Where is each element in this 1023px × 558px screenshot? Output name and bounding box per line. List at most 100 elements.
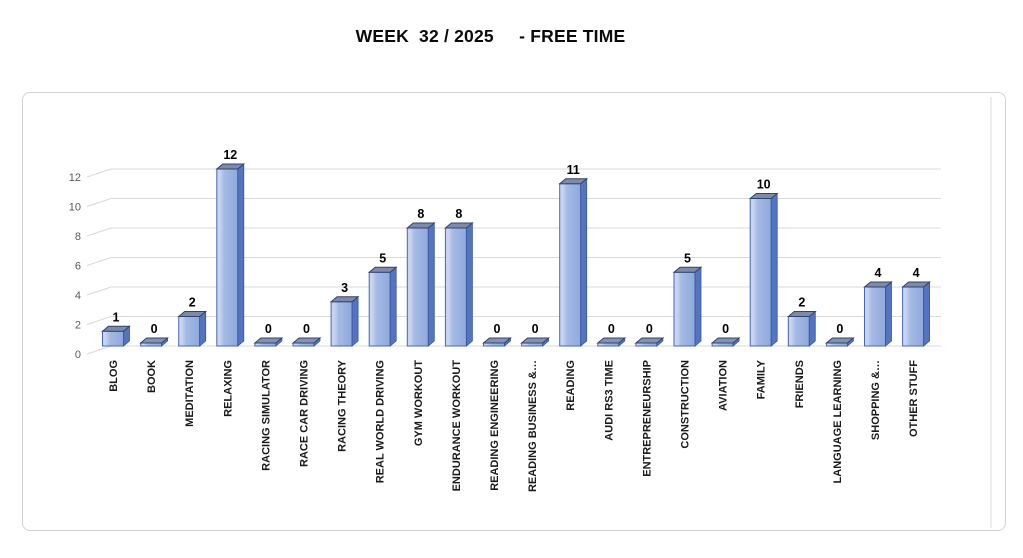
bar-front: [902, 286, 925, 347]
bars-group: 1 BLOG 0 BOOK 2 MEDITATION 12 RELAXING 0 RACING S…: [101, 148, 931, 492]
bar-top: [101, 325, 131, 332]
gridline-stub: [86, 345, 112, 355]
category-label: RELAXING: [222, 360, 234, 417]
bar-front: [368, 271, 391, 347]
category-label: FAMILY: [756, 359, 768, 399]
bar-front: [559, 183, 582, 347]
category-label: RACING SIMULATOR: [260, 360, 272, 471]
bar-front: [102, 330, 124, 347]
bar-top: [520, 337, 550, 344]
bar-top: [634, 337, 665, 344]
bar-front: [178, 316, 201, 347]
category-label: BLOG: [108, 360, 120, 392]
bar-top: [672, 266, 703, 273]
gridline-stub: [86, 168, 112, 178]
y-tick-label: 6: [75, 261, 81, 273]
category-label: ENTREPRENEURSHIP: [641, 360, 653, 477]
bar-side: [808, 310, 816, 347]
bar-top: [215, 163, 246, 170]
bar-top: [139, 337, 169, 344]
bar-top: [901, 281, 931, 288]
bar-side: [770, 192, 778, 347]
category-label: RACE CAR DRIVING: [299, 360, 311, 467]
bar-top: [710, 337, 741, 344]
bar-side: [885, 281, 892, 347]
y-tick-label: 0: [75, 349, 81, 361]
bar-value-label: 11: [567, 163, 580, 177]
bar-front: [330, 301, 353, 347]
category-label: MEDITATION: [184, 360, 196, 427]
bar-value-label: 0: [265, 322, 272, 336]
bar-top: [444, 222, 474, 229]
y-tick-label: 8: [75, 231, 81, 243]
bar-value-label: 5: [684, 251, 691, 265]
category-label: READING BUSINESS &…: [527, 360, 539, 492]
bar-value-label: 3: [341, 281, 348, 295]
bar-front: [864, 286, 886, 347]
gridline-stub: [86, 286, 112, 296]
bar-value-label: 0: [494, 322, 501, 336]
bar-value-label: 0: [151, 322, 158, 336]
category-label: ENDURANCE WORKOUT: [451, 360, 463, 492]
bar-value-label: 4: [875, 266, 882, 280]
bar-side: [351, 295, 359, 347]
bar-side: [199, 310, 207, 347]
bar-value-label: 12: [223, 148, 237, 162]
y-tick-label: 10: [69, 202, 81, 214]
bar-top: [177, 311, 208, 317]
bar-side: [465, 222, 473, 347]
category-label: AVIATION: [718, 360, 730, 411]
bar-top: [405, 222, 436, 229]
bar-value-label: 0: [608, 322, 615, 336]
category-label: BOOK: [146, 360, 158, 393]
category-label: FRIENDS: [794, 360, 806, 408]
chart-title: WEEK 32 / 2025 - FREE TIME: [355, 26, 626, 46]
bar-top: [825, 337, 855, 344]
category-label: LANGUAGE LEARNING: [832, 360, 844, 483]
bar-value-label: 5: [379, 251, 386, 265]
bar-side: [237, 163, 245, 347]
category-label: READING: [565, 360, 577, 411]
bar-value-label: 0: [646, 322, 653, 336]
bar-value-label: 8: [455, 207, 462, 221]
bar-side: [580, 177, 588, 347]
bar-side: [923, 281, 930, 347]
bar-side: [427, 222, 435, 347]
bar-value-label: 0: [836, 322, 843, 336]
bar-front: [787, 316, 810, 347]
bar-value-label: 8: [417, 207, 424, 221]
bar-front: [216, 168, 239, 347]
category-label: CONSTRUCTION: [680, 360, 692, 449]
bar-top: [253, 337, 284, 344]
y-tick-label: 4: [75, 290, 81, 302]
bar-top: [482, 337, 512, 344]
category-label: AUDI RS3 TIME: [603, 360, 615, 441]
y-tick-label: 2: [75, 320, 81, 332]
category-label: REAL WORLD DRIVING: [375, 360, 387, 483]
category-label: RACING THEORY: [337, 359, 349, 452]
bar-top: [291, 337, 322, 344]
bar-value-label: 2: [798, 296, 805, 310]
gridline-stub: [86, 316, 112, 325]
bar-value-label: 4: [913, 266, 920, 280]
bar-top: [786, 311, 817, 317]
bar-value-label: 0: [722, 322, 729, 336]
gridline-stub: [86, 198, 112, 207]
bar-value-label: 1: [113, 310, 120, 324]
bar-value-label: 0: [532, 322, 539, 336]
bar-side: [389, 266, 397, 347]
bar-value-label: 0: [303, 322, 310, 336]
bar-top: [558, 178, 589, 185]
category-label: SHOPPING &…: [870, 360, 882, 440]
bar-top: [863, 281, 893, 288]
bar-side: [694, 266, 702, 347]
bar-front: [444, 227, 467, 347]
bar-top: [329, 296, 360, 303]
category-label: OTHER STUFF: [908, 360, 920, 437]
y-tick-label: 12: [69, 172, 81, 184]
bar-top: [367, 266, 398, 273]
chart-area: 0 2 4 6 8 10 12 1 BLOG 0 BOOK 2 MEDITATION 12 RELAXING…: [22, 92, 1006, 531]
bar-top: [748, 193, 779, 199]
bar-front: [673, 271, 696, 347]
